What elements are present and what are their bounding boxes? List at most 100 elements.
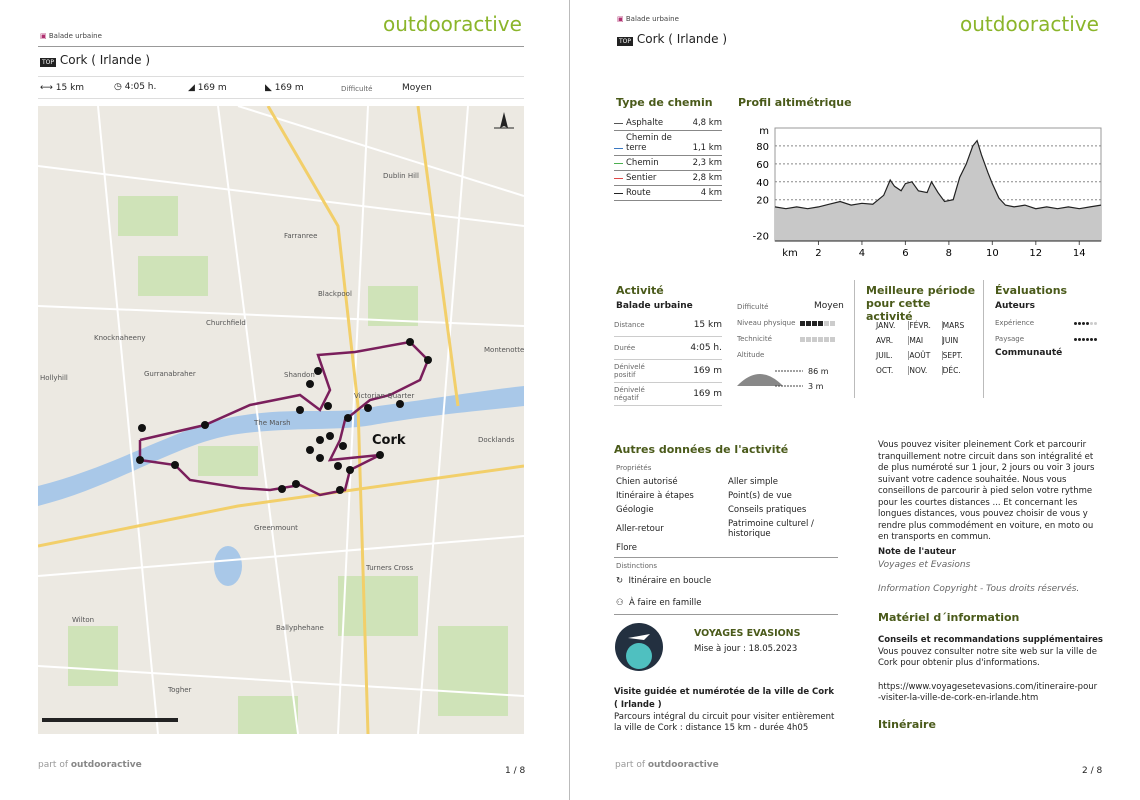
property: Point(s) de vue	[728, 491, 792, 501]
y-tick-label: 80	[756, 142, 769, 153]
path-type-swatch	[614, 147, 623, 149]
path-type: Chemin de terre	[614, 133, 689, 153]
map-label: Wilton	[72, 616, 94, 624]
category-text: Balade urbaine	[625, 15, 679, 23]
author-updated: Mise à jour : 18.05.2023	[694, 644, 798, 654]
level-filled	[1086, 322, 1089, 325]
path-type: Sentier	[614, 173, 689, 183]
title: TOP Cork ( Irlande )	[617, 32, 727, 46]
property: Itinéraire à étapes	[616, 491, 694, 501]
info-subtitle: Conseils et recommandations supplémentai…	[878, 635, 1103, 645]
experience-rating	[1074, 318, 1098, 328]
rule	[614, 614, 838, 615]
info-text: Vous pouvez consulter notre site web sur…	[878, 647, 1097, 668]
footer: part of outdooractive	[38, 760, 142, 770]
activity-type: Balade urbaine	[616, 301, 693, 311]
category: ▣ Balade urbaine	[40, 32, 102, 40]
map: Dublin Hill Farranree Blackpool Churchfi…	[38, 106, 524, 734]
map-label: Shandon	[284, 371, 315, 379]
map-label: Churchfield	[206, 319, 246, 327]
river	[38, 386, 524, 506]
level-empty	[806, 337, 811, 342]
category-text: Balade urbaine	[48, 32, 102, 40]
activity-rows: Distance 15 km Durée 4:05 h. Dénivelé positi…	[614, 314, 722, 406]
label: Altitude	[737, 351, 765, 359]
label: Technicité	[737, 335, 772, 343]
description: Vous pouvez visiter pleinement Cork et p…	[878, 440, 1095, 542]
property: Géologie	[616, 505, 654, 515]
path-type-name: Sentier	[626, 173, 657, 183]
elevation-profile: -20 20 40 60 80 m 2 4 6 8 10 12 14 km	[753, 126, 1102, 259]
label: Propriétés	[616, 464, 652, 472]
author-name: VOYAGES EVASIONS	[694, 628, 801, 639]
x-tick-label: 8	[946, 248, 952, 259]
map-label: Knocknaheeny	[94, 334, 146, 342]
map-label: Montenotte	[484, 346, 524, 354]
map-label: Ballyphehane	[276, 624, 324, 632]
y-tick-label: 20	[756, 196, 769, 207]
rule	[38, 76, 524, 77]
footer-brand: outdooractive	[647, 760, 719, 770]
property: Aller simple	[728, 477, 779, 487]
path-type: Route	[614, 188, 689, 198]
stat-descent: ◣ 169 m	[265, 83, 304, 93]
badge: TOP	[40, 58, 57, 67]
month: AOÛT	[909, 351, 943, 360]
month: MARS	[942, 321, 965, 330]
path-type-name: Route	[626, 188, 651, 198]
month: OCT.	[876, 366, 910, 375]
path-type-name: Chemin de terre	[626, 133, 672, 153]
title-text: Cork ( Irlande )	[59, 53, 151, 67]
stat: 169 m	[197, 83, 227, 93]
y-tick-label: 60	[756, 160, 769, 171]
rule	[614, 557, 838, 558]
author-logo	[615, 623, 663, 671]
activity-label: Dénivelé positif	[614, 363, 645, 379]
path-type-row: Chemin 2,3 km	[614, 156, 722, 171]
map-label: Blackpool	[318, 290, 352, 298]
stat-distance: ⟷ 15 km	[40, 83, 85, 93]
month: SEPT.	[942, 351, 963, 360]
x-tick-label: 4	[859, 248, 865, 259]
level-filled	[812, 321, 817, 326]
altitude-icon	[737, 370, 803, 387]
path-type-length: 2,3 km	[692, 158, 722, 168]
copyright: Information Copyright - Tous droits rése…	[878, 584, 1080, 594]
month: NOV.	[909, 366, 943, 375]
north-arrow	[494, 112, 514, 129]
map-label: Docklands	[478, 436, 515, 444]
path-type-swatch	[614, 177, 623, 179]
label: Difficulté	[737, 303, 769, 311]
level-empty	[818, 337, 823, 342]
month: DÉC.	[942, 366, 961, 375]
page-number: 2 / 8	[1082, 766, 1103, 776]
distinction-text: Itinéraire en boucle	[628, 576, 712, 586]
activity-value: 15 km	[693, 320, 722, 330]
map-label: Cork	[372, 433, 406, 448]
path-type-length: 1,1 km	[692, 143, 722, 153]
section-title: Autres données de l'activité	[614, 443, 789, 456]
y-tick-label: 40	[756, 178, 769, 189]
level-filled	[1094, 338, 1097, 341]
page-number: 1 / 8	[505, 766, 526, 776]
section-title: Itinéraire	[878, 718, 936, 731]
level-empty	[800, 337, 805, 342]
level-filled	[818, 321, 823, 326]
rule	[38, 98, 524, 99]
path-type-name: Asphalte	[626, 118, 664, 128]
footer-brand: outdooractive	[70, 760, 142, 770]
elevation-line	[774, 139, 1102, 210]
parks	[68, 196, 508, 734]
roads	[38, 106, 524, 734]
y-tick-label: -20	[753, 232, 769, 243]
path-type-swatch	[614, 162, 623, 164]
section-title: Profil altimétrique	[738, 96, 852, 109]
property: Patrimoine culturel / historique	[728, 519, 814, 539]
month: FÉVR.	[909, 321, 943, 330]
x-tick-label: 12	[1029, 248, 1042, 259]
stat: 4:05 h.	[124, 82, 157, 92]
ratings-community: Communauté	[995, 348, 1063, 358]
path-type-row: Asphalte 4,8 km	[614, 116, 722, 131]
level-empty	[824, 321, 829, 326]
